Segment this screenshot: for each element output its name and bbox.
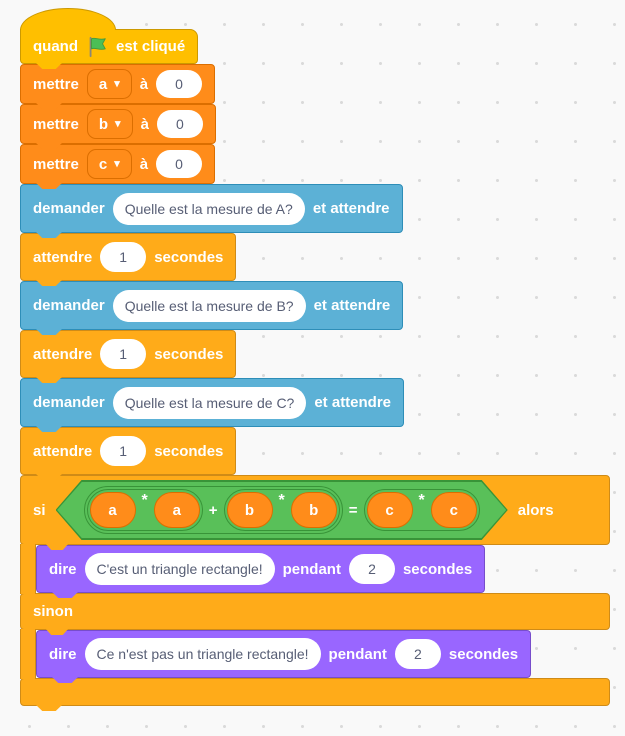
set-label: mettre (33, 115, 79, 133)
equals-operator-block[interactable]: a * a + b * b = c * c (56, 480, 508, 540)
for-label: pendant (328, 645, 387, 663)
variable-b-reporter[interactable]: b (290, 492, 337, 528)
wait-label: attendre (33, 442, 93, 460)
ask-label: demander (33, 200, 105, 217)
wait-2-value-input[interactable]: 1 (100, 339, 147, 369)
say-false-message-input[interactable]: Ce n'est pas un triangle rectangle! (84, 638, 321, 670)
wait-2-block[interactable]: attendre 1 secondes (20, 330, 237, 378)
seconds-label: secondes (154, 248, 224, 266)
ask-c-block[interactable]: demander Quelle est la mesure de C? et a… (20, 378, 405, 427)
variable-a-dropdown[interactable]: a ▾ (86, 69, 132, 99)
multiply-symbol: * (278, 492, 285, 509)
say-false-block[interactable]: dire Ce n'est pas un triangle rectangle!… (36, 630, 532, 678)
set-label: mettre (33, 75, 79, 93)
ask-c-question-input[interactable]: Quelle est la mesure de C? (112, 386, 307, 419)
wait-3-block[interactable]: attendre 1 secondes (20, 427, 237, 475)
if-else-block-else-bar[interactable]: sinon (20, 593, 610, 630)
say-label: dire (49, 645, 77, 663)
seconds-label: secondes (402, 560, 473, 578)
equals-symbol: = (348, 501, 358, 519)
to-label: à (140, 115, 149, 133)
dropdown-value: b (98, 115, 109, 133)
when-flag-clicked-block[interactable]: quand est cliqué (20, 29, 199, 64)
if-block-left-arm (20, 544, 36, 594)
dropdown-value: c (98, 155, 108, 173)
set-variable-c-block[interactable]: mettre c ▾ à 0 (20, 144, 216, 184)
clicked-label: est cliqué (116, 38, 186, 55)
and-wait-label: et attendre (314, 394, 392, 411)
variable-b-dropdown[interactable]: b ▾ (86, 109, 133, 139)
wait-label: attendre (33, 345, 93, 363)
hat-block-dome (20, 8, 116, 30)
set-variable-b-block[interactable]: mettre b ▾ à 0 (20, 104, 216, 144)
variable-a-reporter[interactable]: a (89, 492, 136, 528)
say-true-block[interactable]: dire C'est un triangle rectangle! pendan… (36, 545, 486, 593)
set-label: mettre (33, 155, 79, 173)
and-wait-label: et attendre (312, 200, 390, 217)
seconds-label: secondes (154, 345, 224, 363)
multiply-bb-operator-block[interactable]: b * b (223, 489, 340, 531)
seconds-label: secondes (448, 645, 519, 663)
dropdown-arrow-icon: ▾ (115, 117, 121, 130)
say-label: dire (49, 560, 77, 578)
dropdown-value: a (98, 75, 108, 93)
for-label: pendant (282, 560, 341, 578)
else-label: sinon (33, 603, 73, 620)
wait-3-value-input[interactable]: 1 (100, 436, 147, 466)
variable-c-reporter[interactable]: c (366, 492, 413, 528)
say-true-duration-input[interactable]: 2 (348, 554, 395, 584)
dropdown-arrow-icon: ▾ (114, 77, 120, 90)
plus-symbol: + (208, 501, 218, 519)
to-label: à (139, 155, 149, 173)
multiply-symbol: * (141, 492, 148, 509)
green-flag-icon (86, 36, 108, 58)
variable-a-reporter[interactable]: a (153, 492, 200, 528)
multiply-symbol: * (418, 492, 425, 509)
plus-operator-block[interactable]: a * a + b * b (83, 486, 343, 534)
wait-1-block[interactable]: attendre 1 secondes (20, 233, 237, 281)
ask-label: demander (33, 394, 105, 411)
if-block-left-arm (20, 629, 36, 679)
say-false-duration-input[interactable]: 2 (394, 639, 441, 669)
to-label: à (139, 75, 149, 93)
multiply-aa-operator-block[interactable]: a * a (86, 489, 203, 531)
ask-b-question-input[interactable]: Quelle est la mesure de B? (112, 289, 306, 322)
and-wait-label: et attendre (313, 297, 391, 314)
seconds-label: secondes (154, 442, 224, 460)
variable-c-reporter[interactable]: c (430, 492, 477, 528)
if-else-block-footer[interactable] (20, 678, 610, 706)
set-b-value-input[interactable]: 0 (156, 110, 203, 138)
if-label: si (33, 501, 46, 519)
variable-c-dropdown[interactable]: c ▾ (86, 149, 132, 179)
set-c-value-input[interactable]: 0 (156, 150, 203, 178)
variable-b-reporter[interactable]: b (226, 492, 273, 528)
ask-b-block[interactable]: demander Quelle est la mesure de B? et a… (20, 281, 404, 330)
ask-a-question-input[interactable]: Quelle est la mesure de A? (112, 192, 305, 225)
multiply-cc-operator-block[interactable]: c * c (363, 489, 480, 531)
wait-1-value-input[interactable]: 1 (100, 242, 147, 272)
then-label: alors (517, 501, 554, 519)
say-true-message-input[interactable]: C'est un triangle rectangle! (84, 553, 275, 585)
when-label: quand (33, 38, 78, 55)
if-else-block-header[interactable]: si a * a + b * b = c * c (20, 475, 610, 545)
ask-a-block[interactable]: demander Quelle est la mesure de A? et a… (20, 184, 403, 233)
set-a-value-input[interactable]: 0 (156, 70, 203, 98)
dropdown-arrow-icon: ▾ (114, 157, 120, 170)
ask-label: demander (33, 297, 105, 314)
wait-label: attendre (33, 248, 93, 266)
set-variable-a-block[interactable]: mettre a ▾ à 0 (20, 64, 216, 104)
